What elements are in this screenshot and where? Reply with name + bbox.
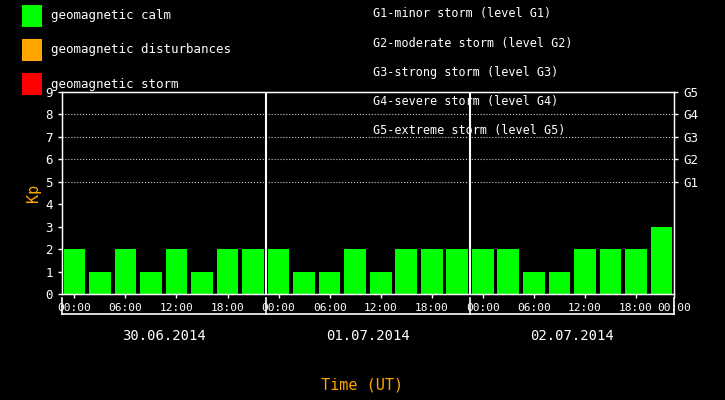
- Bar: [625, 249, 647, 294]
- Bar: [140, 272, 162, 294]
- Text: G3-strong storm (level G3): G3-strong storm (level G3): [373, 66, 559, 79]
- Bar: [370, 272, 392, 294]
- Text: G4-severe storm (level G4): G4-severe storm (level G4): [373, 95, 559, 108]
- Bar: [600, 249, 621, 294]
- Text: Time (UT): Time (UT): [321, 377, 404, 392]
- Bar: [472, 249, 494, 294]
- Bar: [64, 249, 86, 294]
- Bar: [115, 249, 136, 294]
- Bar: [165, 249, 187, 294]
- Bar: [447, 249, 468, 294]
- Bar: [319, 272, 341, 294]
- Y-axis label: Kp: Kp: [26, 184, 41, 202]
- Bar: [89, 272, 111, 294]
- Text: G2-moderate storm (level G2): G2-moderate storm (level G2): [373, 37, 573, 50]
- Text: G5-extreme storm (level G5): G5-extreme storm (level G5): [373, 124, 566, 137]
- Bar: [421, 249, 442, 294]
- Bar: [523, 272, 544, 294]
- Text: 30.06.2014: 30.06.2014: [122, 329, 206, 343]
- Text: 02.07.2014: 02.07.2014: [530, 329, 614, 343]
- Bar: [650, 227, 672, 294]
- Bar: [497, 249, 519, 294]
- Bar: [549, 272, 571, 294]
- Text: geomagnetic disturbances: geomagnetic disturbances: [51, 44, 231, 56]
- Bar: [191, 272, 213, 294]
- Text: geomagnetic calm: geomagnetic calm: [51, 10, 171, 22]
- Bar: [574, 249, 596, 294]
- Bar: [217, 249, 239, 294]
- Text: G1-minor storm (level G1): G1-minor storm (level G1): [373, 8, 552, 20]
- Bar: [294, 272, 315, 294]
- Bar: [344, 249, 366, 294]
- Text: geomagnetic storm: geomagnetic storm: [51, 78, 178, 90]
- Text: 01.07.2014: 01.07.2014: [326, 329, 410, 343]
- Bar: [242, 249, 264, 294]
- Bar: [268, 249, 289, 294]
- Bar: [395, 249, 417, 294]
